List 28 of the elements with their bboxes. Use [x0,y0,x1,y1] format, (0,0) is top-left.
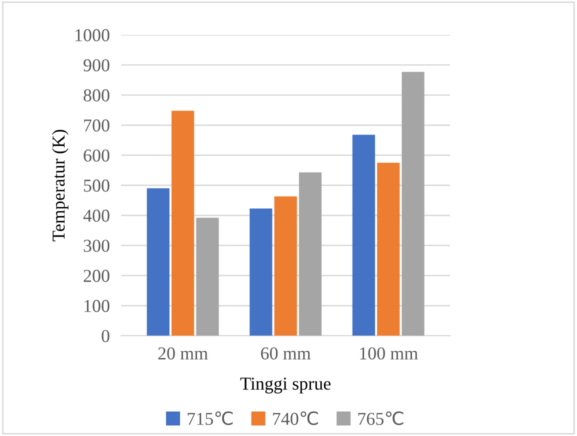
y-tick-label: 300 [84,240,110,252]
legend-label: 765℃ [358,411,404,426]
y-tick-label: 400 [83,210,110,222]
y-tick-label: 700 [84,119,110,132]
bar [250,208,272,336]
x-tick-label: 100 mm [360,347,418,360]
y-axis-title: Temperatur (K) [52,130,68,242]
bar [377,162,400,336]
x-tick-label: 60 mm [261,347,311,360]
bar [196,218,219,336]
x-axis-title: Tinggi sprue [240,378,331,394]
bar [146,188,170,336]
bar [352,134,376,336]
legend-label: 740℃ [273,411,318,426]
y-tick-label: 200 [84,270,110,282]
bar [274,196,297,336]
bar [172,110,194,336]
y-tick-label: 100 [84,300,110,312]
y-tick-label: 800 [84,89,110,102]
y-tick-label: 0 [102,330,110,342]
legend-label: 715℃ [188,411,233,426]
y-tick-label: 500 [84,180,110,192]
x-tick-label: 20 mm [158,347,208,360]
y-tick-label: 600 [84,149,110,162]
bar [298,172,322,336]
y-tick-label: 1000 [76,29,110,42]
bar [402,72,424,336]
y-tick-label: 900 [84,59,110,72]
